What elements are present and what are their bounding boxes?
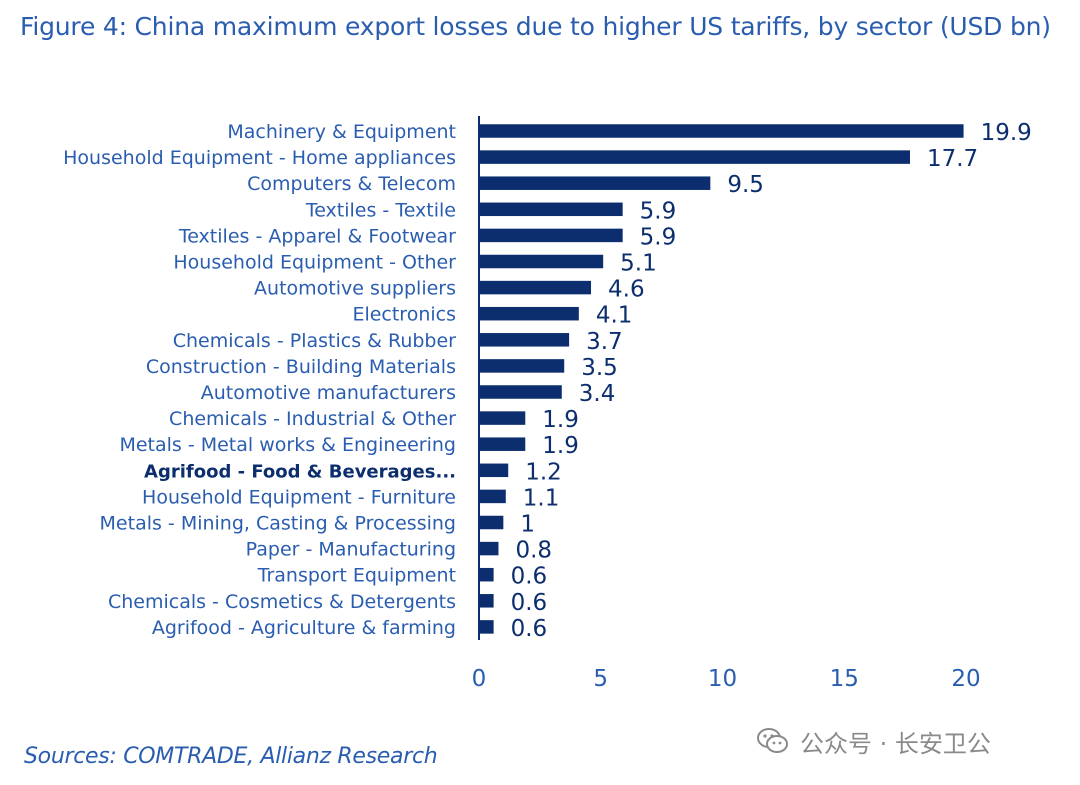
category-label: Agrifood - Agriculture & farming: [152, 617, 456, 639]
category-label: Chemicals - Plastics & Rubber: [173, 330, 456, 352]
bar: [479, 463, 509, 478]
data-label: 1.9: [542, 407, 579, 433]
data-label: 9.5: [727, 172, 764, 198]
bar: [479, 594, 494, 608]
category-label: Automotive suppliers: [254, 278, 456, 300]
category-label: Electronics: [352, 304, 456, 326]
category-label: Transport Equipment: [257, 565, 456, 587]
data-label: 0.8: [515, 538, 552, 564]
data-label: 0.6: [511, 590, 548, 616]
data-label: 1.1: [523, 485, 560, 511]
category-label: Chemicals - Cosmetics & Detergents: [108, 591, 456, 613]
bar: [479, 567, 494, 582]
data-label: 1: [520, 512, 535, 538]
data-label: 5.1: [620, 251, 657, 277]
category-label: Metals - Mining, Casting & Processing: [100, 513, 456, 535]
bar: [479, 333, 570, 347]
data-label: 1.2: [525, 459, 562, 485]
data-label: 0.6: [511, 564, 548, 590]
data-label: 3.7: [586, 329, 623, 355]
x-tick-label: 0: [472, 666, 487, 692]
bar: [479, 280, 592, 295]
data-label: 17.7: [927, 146, 978, 172]
x-tick-label: 5: [593, 666, 608, 692]
data-label: 5.9: [640, 198, 677, 224]
bar: [479, 385, 562, 399]
data-label: 5.9: [640, 224, 677, 250]
bar: [479, 515, 504, 530]
bar: [479, 202, 623, 217]
category-label: Household Equipment - Home appliances: [63, 147, 456, 169]
data-label: 1.9: [542, 433, 579, 459]
watermark: 公众号 · 长安卫公: [756, 724, 991, 758]
chart-title: Figure 4: China maximum export losses du…: [20, 12, 1051, 41]
x-tick-label: 10: [708, 666, 737, 692]
category-label: Computers & Telecom: [247, 173, 456, 195]
category-label: Agrifood - Food & Beverages...: [144, 461, 456, 482]
category-label: Chemicals - Industrial & Other: [169, 408, 456, 430]
bar: [479, 306, 579, 321]
source-note: Sources: COMTRADE, Allianz Research: [24, 744, 438, 769]
bar: [479, 620, 494, 634]
category-label: Machinery & Equipment: [227, 121, 456, 143]
bar: [479, 176, 711, 190]
category-label: Automotive manufacturers: [201, 382, 456, 404]
bar: [479, 489, 506, 504]
bar: [479, 411, 526, 425]
watermark-text: 公众号 · 长安卫公: [800, 729, 991, 758]
data-label: 19.9: [981, 120, 1032, 146]
bar: [479, 437, 526, 451]
bar: [479, 124, 964, 138]
bar: [479, 254, 604, 269]
data-label: 3.5: [581, 355, 618, 381]
category-label: Household Equipment - Other: [173, 252, 456, 274]
data-label: 4.6: [608, 277, 645, 303]
bar: [479, 541, 499, 556]
x-tick-label: 20: [951, 666, 980, 692]
category-label: Household Equipment - Furniture: [142, 486, 456, 508]
data-label: 0.6: [511, 616, 548, 642]
bar: [479, 228, 623, 243]
category-label: Construction - Building Materials: [146, 356, 456, 378]
category-label: Paper - Manufacturing: [246, 539, 456, 561]
category-label: Textiles - Apparel & Footwear: [178, 225, 456, 247]
x-tick-label: 15: [830, 666, 859, 692]
bar: [479, 359, 565, 373]
wechat-icon: [757, 728, 788, 753]
data-label: 3.4: [579, 381, 616, 407]
bar: [479, 150, 910, 164]
data-label: 4.1: [596, 303, 633, 329]
category-label: Textiles - Textile: [305, 199, 456, 221]
category-label: Metals - Metal works & Engineering: [119, 434, 456, 456]
